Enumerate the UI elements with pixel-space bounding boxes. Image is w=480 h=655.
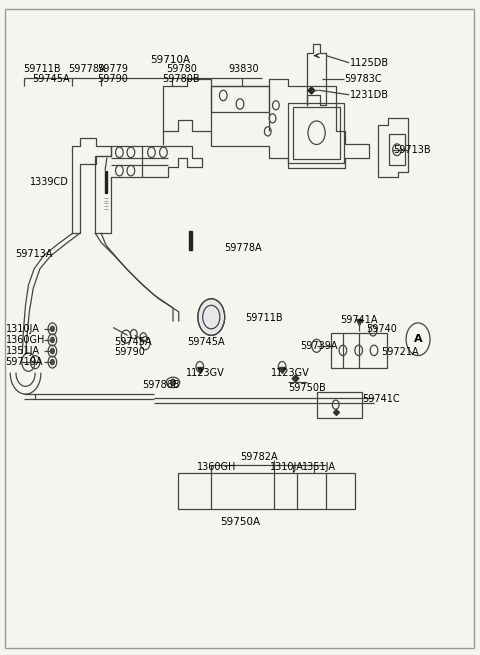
Circle shape xyxy=(198,299,225,335)
Text: 1123GV: 1123GV xyxy=(186,368,225,378)
Text: 59719A: 59719A xyxy=(5,357,43,367)
Text: 1125DB: 1125DB xyxy=(350,58,389,67)
Text: A: A xyxy=(414,334,422,345)
Polygon shape xyxy=(189,231,192,250)
Bar xyxy=(317,392,362,418)
Polygon shape xyxy=(105,171,107,193)
Text: 59750A: 59750A xyxy=(220,517,260,527)
Text: 59745A: 59745A xyxy=(32,74,70,84)
Text: 59713A: 59713A xyxy=(15,249,52,259)
Text: 1231DB: 1231DB xyxy=(350,90,389,100)
Text: 59786B: 59786B xyxy=(142,380,180,390)
Text: 1310JA: 1310JA xyxy=(5,324,39,334)
Text: 59740: 59740 xyxy=(366,324,397,334)
Text: 1310JA: 1310JA xyxy=(270,462,303,472)
Text: 1360GH: 1360GH xyxy=(5,335,45,345)
Text: 1339CD: 1339CD xyxy=(30,178,69,187)
Circle shape xyxy=(50,326,54,331)
Circle shape xyxy=(50,360,54,365)
Bar xyxy=(178,473,355,509)
Bar xyxy=(211,86,269,112)
Circle shape xyxy=(50,337,54,343)
Text: 93830: 93830 xyxy=(228,64,259,73)
Text: 59710A: 59710A xyxy=(151,54,191,65)
Text: 59745A: 59745A xyxy=(115,337,152,347)
Text: 1360GH: 1360GH xyxy=(197,462,236,472)
Text: 59790: 59790 xyxy=(97,74,128,84)
Bar xyxy=(389,134,405,166)
Text: 59782A: 59782A xyxy=(240,452,277,462)
Circle shape xyxy=(50,348,54,354)
Text: 59790: 59790 xyxy=(115,347,145,358)
Bar xyxy=(293,107,339,159)
Text: 59750B: 59750B xyxy=(288,383,325,392)
Text: 59711B: 59711B xyxy=(24,64,61,73)
Text: 1351JA: 1351JA xyxy=(5,346,39,356)
Bar xyxy=(288,103,344,163)
Text: 59745A: 59745A xyxy=(187,337,225,347)
Text: 59741C: 59741C xyxy=(362,394,400,404)
Text: 59779: 59779 xyxy=(97,64,128,73)
Text: 59778A: 59778A xyxy=(225,243,262,253)
Text: 59711B: 59711B xyxy=(245,313,282,324)
Text: 59739A: 59739A xyxy=(300,341,337,351)
Text: 59778A: 59778A xyxy=(69,64,106,73)
Text: 59780: 59780 xyxy=(166,64,197,73)
Bar xyxy=(331,333,387,368)
Text: 59713B: 59713B xyxy=(393,145,431,155)
Text: 59721A: 59721A xyxy=(382,347,420,358)
Text: 59783C: 59783C xyxy=(344,74,382,84)
Text: 59741A: 59741A xyxy=(340,314,378,325)
Text: 1351JA: 1351JA xyxy=(302,462,336,472)
Text: 59780B: 59780B xyxy=(162,74,200,84)
Circle shape xyxy=(170,379,175,386)
Text: 1123GV: 1123GV xyxy=(271,368,310,378)
